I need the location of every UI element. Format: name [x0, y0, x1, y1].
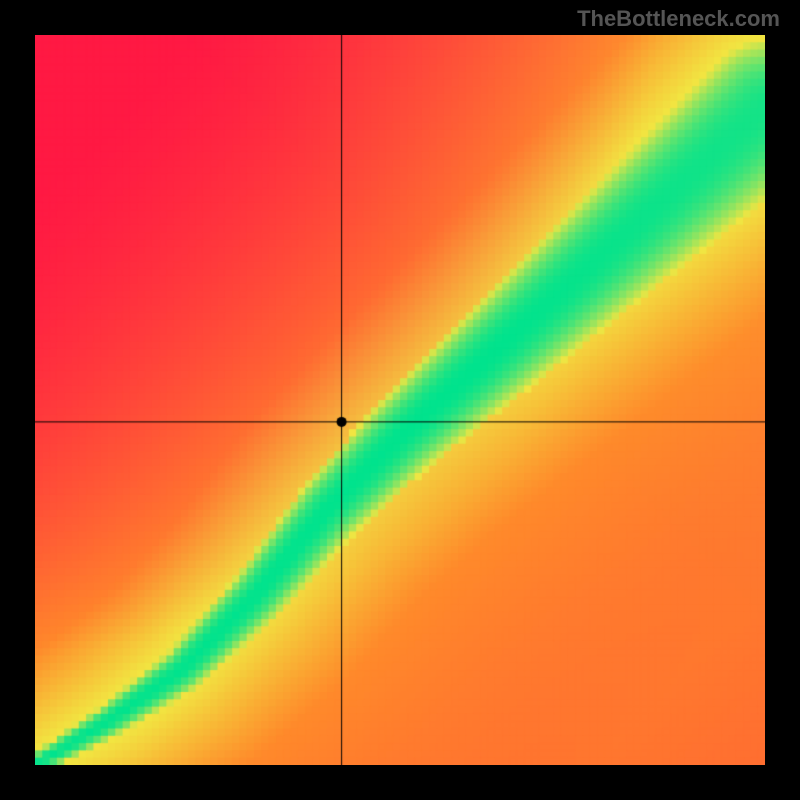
watermark-text: TheBottleneck.com [577, 6, 780, 32]
heatmap-canvas [35, 35, 765, 765]
plot-area [35, 35, 765, 765]
chart-container: TheBottleneck.com [0, 0, 800, 800]
